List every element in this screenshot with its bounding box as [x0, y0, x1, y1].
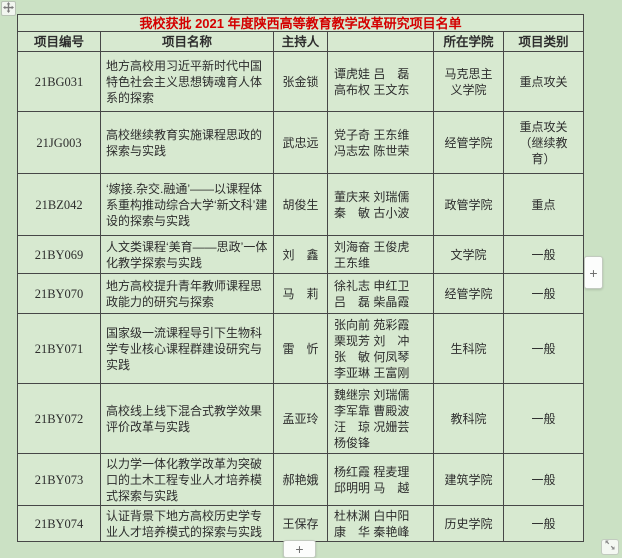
project-leader[interactable]: 王保存 — [273, 505, 328, 542]
project-leader[interactable]: 刘 鑫 — [273, 235, 328, 274]
table-move-handle[interactable] — [1, 1, 16, 16]
projects-table: 我校获批 2021 年度陕西高等教育教学改革研究项目名单 项目编号 项目名称 主… — [16, 14, 585, 542]
project-leader[interactable]: 马 莉 — [273, 273, 328, 314]
project-name[interactable]: 地方高校提升青年教师课程思政能力的研究与探索 — [100, 273, 274, 314]
project-id[interactable]: 21BY074 — [17, 505, 101, 542]
add-column-button[interactable]: + — [584, 256, 603, 289]
table-row: 21BY071 国家级一流课程导引下生物科学专业核心课程群建设研究与实践 雷 忻… — [17, 313, 585, 384]
table-row: 21BZ042 ‘嫁接.杂交.融通’——以课程体系重构推动综合大学‘新文科’建设… — [17, 173, 585, 236]
project-leader[interactable]: 张金锁 — [273, 51, 328, 112]
project-members[interactable]: 董庆来 刘瑞儒 秦 敏 古小波 — [327, 173, 434, 236]
project-members[interactable]: 徐礼志 申红卫 吕 磊 柴晶霞 — [327, 273, 434, 314]
project-members[interactable]: 魏继宗 刘瑞儒 李军靠 曹殿波 汪 琼 况姗芸 杨俊锋 — [327, 383, 434, 454]
table-row: 21JG003 高校继续教育实施课程思政的探索与实践 武忠远 党子奇 王东维 冯… — [17, 111, 585, 174]
project-name[interactable]: 国家级一流课程导引下生物科学专业核心课程群建设研究与实践 — [100, 313, 274, 384]
project-college[interactable]: 经管学院 — [433, 273, 504, 314]
project-id[interactable]: 21JG003 — [17, 111, 101, 174]
project-leader[interactable]: 孟亚玲 — [273, 383, 328, 454]
project-college[interactable]: 生科院 — [433, 313, 504, 384]
project-members[interactable]: 杜林渊 白中阳 康 华 秦艳峰 — [327, 505, 434, 542]
project-category[interactable]: 重点攻关 — [502, 51, 585, 112]
column-header-id[interactable]: 项目编号 — [17, 31, 101, 52]
column-header-leader[interactable]: 主持人 — [273, 31, 328, 52]
project-category[interactable]: 一般 — [502, 383, 585, 454]
project-members[interactable]: 张向前 苑彩霞 栗现芳 刘 冲 张 敏 何凤琴 李亚琳 王富刚 — [327, 313, 434, 384]
column-header-name[interactable]: 项目名称 — [100, 31, 274, 52]
project-category[interactable]: 一般 — [502, 505, 585, 542]
column-header-members[interactable] — [327, 31, 434, 52]
column-header-college[interactable]: 所在学院 — [433, 31, 504, 52]
project-category[interactable]: 重点 — [502, 173, 585, 236]
project-members[interactable]: 谭虎娃 吕 磊 高布权 王文东 — [327, 51, 434, 112]
project-id[interactable]: 21BY071 — [17, 313, 101, 384]
add-row-button[interactable]: + — [283, 540, 316, 558]
project-name[interactable]: ‘嫁接.杂交.融通’——以课程体系重构推动综合大学‘新文科’建设的探索与实践 — [100, 173, 274, 236]
table-resize-handle[interactable] — [601, 539, 619, 555]
column-header-category[interactable]: 项目类别 — [502, 31, 585, 52]
project-members[interactable]: 刘海奋 王俊虎 王东维 — [327, 235, 434, 274]
project-leader[interactable]: 郝艳娥 — [273, 453, 328, 506]
project-id[interactable]: 21BG031 — [17, 51, 101, 112]
project-category[interactable]: 一般 — [502, 453, 585, 506]
project-category[interactable]: 一般 — [502, 273, 585, 314]
project-college[interactable]: 经管学院 — [433, 111, 504, 174]
project-members[interactable]: 杨红霞 程麦理 邱明明 马 越 — [327, 453, 434, 506]
table-row: 21BY069 人文类课程‘美育——思政’一体化教学探索与实践 刘 鑫 刘海奋 … — [17, 235, 585, 274]
project-category[interactable]: 一般 — [502, 313, 585, 384]
plus-icon: + — [295, 541, 304, 557]
table-row: 21BY074 认证背景下地方高校历史学专业人才培养模式的探索与实践 王保存 杜… — [17, 505, 585, 542]
project-college[interactable]: 历史学院 — [433, 505, 504, 542]
project-id[interactable]: 21BY070 — [17, 273, 101, 314]
project-leader[interactable]: 雷 忻 — [273, 313, 328, 384]
table-title[interactable]: 我校获批 2021 年度陕西高等教育教学改革研究项目名单 — [16, 14, 585, 32]
project-name[interactable]: 高校线上线下混合式教学效果评价改革与实践 — [100, 383, 274, 454]
project-name[interactable]: 地方高校用习近平新时代中国特色社会主义思想铸魂育人体系的探索 — [100, 51, 274, 112]
project-id[interactable]: 21BY069 — [17, 235, 101, 274]
diagonal-resize-icon — [604, 538, 616, 556]
project-name[interactable]: 以力学一体化教学改革为突破口的土木工程专业人才培养模式探索与实践 — [100, 453, 274, 506]
table-row: 21BG031 地方高校用习近平新时代中国特色社会主义思想铸魂育人体系的探索 张… — [17, 51, 585, 112]
project-name[interactable]: 认证背景下地方高校历史学专业人才培养模式的探索与实践 — [100, 505, 274, 542]
table-title-row: 我校获批 2021 年度陕西高等教育教学改革研究项目名单 — [16, 14, 585, 32]
table-row: 21BY072 高校线上线下混合式教学效果评价改革与实践 孟亚玲 魏继宗 刘瑞儒… — [17, 383, 585, 454]
project-college[interactable]: 马克思主 义学院 — [433, 51, 504, 112]
project-college[interactable]: 建筑学院 — [433, 453, 504, 506]
project-id[interactable]: 21BZ042 — [17, 173, 101, 236]
table-row: 21BY073 以力学一体化教学改革为突破口的土木工程专业人才培养模式探索与实践… — [17, 453, 585, 506]
project-name[interactable]: 人文类课程‘美育——思政’一体化教学探索与实践 — [100, 235, 274, 274]
project-id[interactable]: 21BY072 — [17, 383, 101, 454]
project-college[interactable]: 政管学院 — [433, 173, 504, 236]
table-header-row: 项目编号 项目名称 主持人 所在学院 项目类别 — [17, 31, 585, 52]
project-category[interactable]: 重点攻关 （继续教 育） — [502, 111, 585, 174]
project-id[interactable]: 21BY073 — [17, 453, 101, 506]
plus-icon: + — [589, 264, 598, 281]
move-icon — [3, 0, 14, 18]
project-leader[interactable]: 武忠远 — [273, 111, 328, 174]
project-college[interactable]: 教科院 — [433, 383, 504, 454]
project-college[interactable]: 文学院 — [433, 235, 504, 274]
project-members[interactable]: 党子奇 王东维 冯志宏 陈世荣 — [327, 111, 434, 174]
table-row: 21BY070 地方高校提升青年教师课程思政能力的研究与探索 马 莉 徐礼志 申… — [17, 273, 585, 314]
project-category[interactable]: 一般 — [502, 235, 585, 274]
project-leader[interactable]: 胡俊生 — [273, 173, 328, 236]
project-name[interactable]: 高校继续教育实施课程思政的探索与实践 — [100, 111, 274, 174]
